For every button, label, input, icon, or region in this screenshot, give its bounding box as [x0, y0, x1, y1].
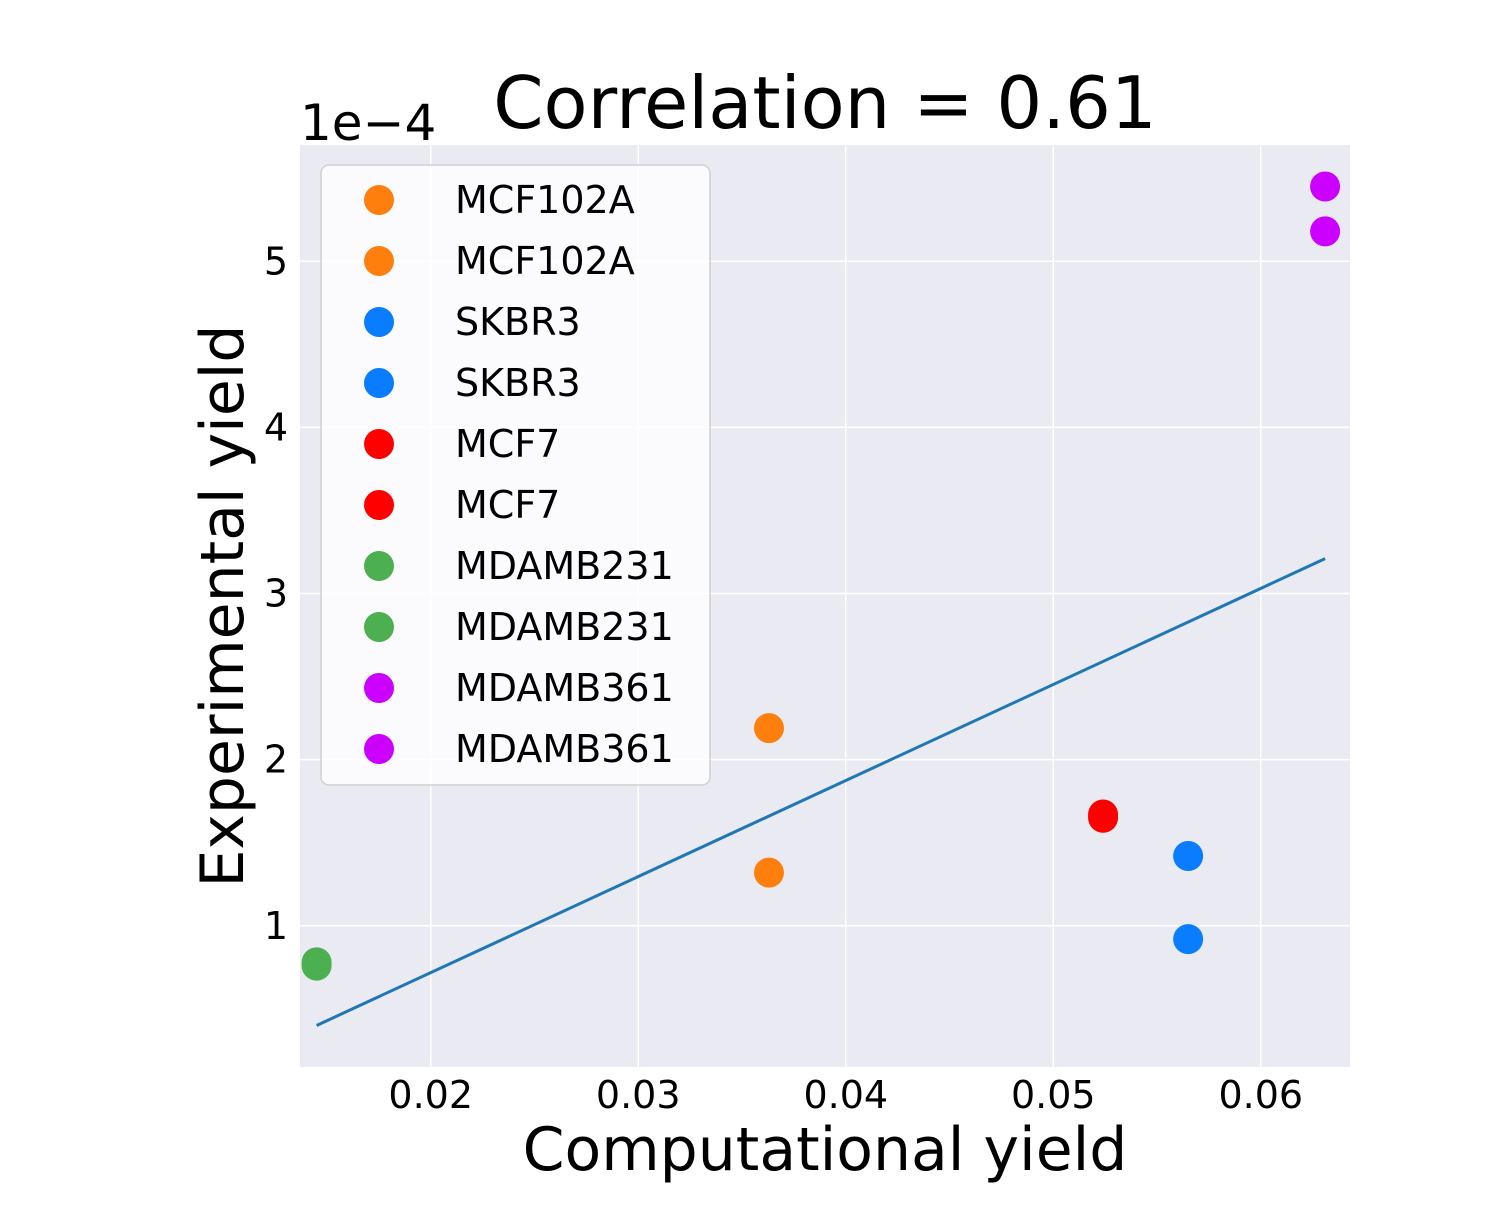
legend-box	[320, 164, 711, 786]
x-tick-label: 0.02	[388, 1073, 473, 1117]
y-tick-label: 1	[264, 904, 288, 948]
legend-label: MDAMB231	[455, 544, 674, 588]
legend-label: MDAMB231	[455, 605, 674, 649]
data-point	[753, 857, 784, 888]
legend-marker	[364, 551, 394, 581]
legend-marker	[364, 185, 394, 215]
x-tick-label: 0.04	[803, 1073, 888, 1117]
x-tick-label: 0.05	[1011, 1073, 1096, 1117]
legend-marker	[364, 734, 394, 764]
y-tick-label: 3	[264, 572, 288, 616]
legend-marker	[364, 612, 394, 642]
legend-marker	[364, 368, 394, 398]
legend-label: MCF7	[455, 483, 560, 527]
regression-line	[315, 557, 1326, 1027]
legend-label: MDAMB361	[455, 666, 674, 710]
y-tick-label: 4	[264, 405, 288, 449]
legend-marker	[364, 673, 394, 703]
data-point	[753, 713, 784, 744]
legend-label: SKBR3	[455, 300, 581, 344]
y-axis-label: Experimental yield	[188, 324, 258, 887]
chart-title: Correlation = 0.61	[493, 61, 1156, 145]
data-point	[1310, 171, 1341, 202]
x-tick-labels: 0.02 0.03 0.04 0.05 0.06	[388, 1073, 1303, 1117]
data-point	[301, 950, 332, 981]
legend-marker	[364, 490, 394, 520]
legend-label: MDAMB361	[455, 727, 674, 771]
x-axis-label: Computational yield	[523, 1115, 1128, 1185]
data-point	[1173, 924, 1204, 955]
legend-label: MCF102A	[455, 239, 635, 283]
y-tick-label: 2	[264, 738, 288, 782]
data-point	[1173, 841, 1204, 872]
data-point	[1088, 802, 1119, 833]
y-tick-labels: 1 2 3 4 5	[264, 239, 288, 948]
legend: MCF102A MCF102A SKBR3 SKBR3 MCF7 MCF7 MDAMB231…	[320, 164, 711, 786]
legend-label: SKBR3	[455, 361, 581, 405]
data-point	[1310, 216, 1341, 247]
legend-marker	[364, 307, 394, 337]
x-tick-label: 0.06	[1218, 1073, 1303, 1117]
x-tick-label: 0.03	[596, 1073, 681, 1117]
y-tick-label: 5	[264, 239, 288, 283]
fit-layer	[315, 557, 1326, 1027]
points-layer	[301, 171, 1341, 981]
legend-label: MCF102A	[455, 178, 635, 222]
legend-marker	[364, 246, 394, 276]
legend-marker	[364, 429, 394, 459]
legend-label: MCF7	[455, 422, 560, 466]
y-offset-label: 1e−4	[300, 94, 436, 152]
